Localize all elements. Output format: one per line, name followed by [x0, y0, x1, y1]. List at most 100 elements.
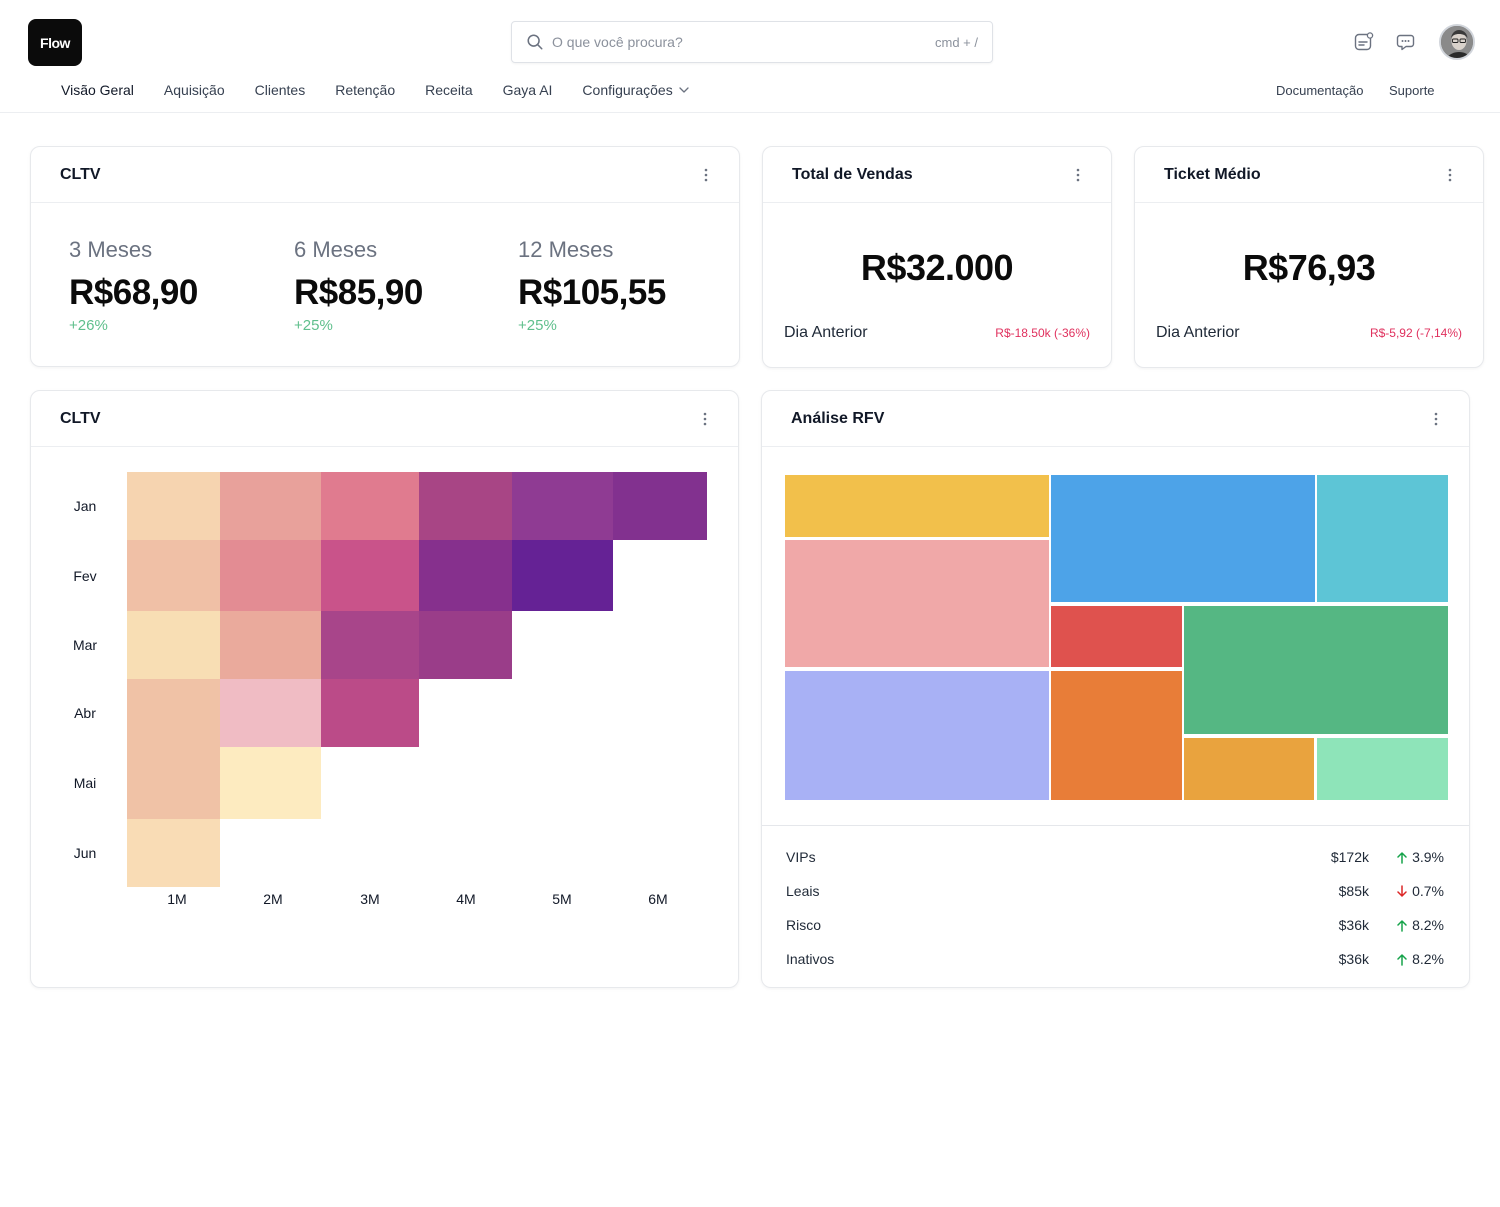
treemap-segment[interactable] — [1317, 738, 1448, 800]
search-shortcut-hint: cmd + / — [935, 34, 978, 50]
user-photo-icon — [1441, 26, 1473, 58]
rfv-segment-row[interactable]: Inativos $36k 8.2% — [786, 951, 1444, 971]
nav-tab-gaya-ai[interactable]: Gaya AI — [502, 82, 553, 98]
heatmap-cell-jan-3m[interactable] — [321, 472, 419, 540]
previous-day-label: Dia Anterior — [784, 324, 868, 341]
heatmap-column-label: 6M — [648, 891, 668, 907]
heatmap-cell-mar-3m[interactable] — [321, 611, 419, 679]
cltv-12-months: 12 Meses R$105,55 +25% — [518, 237, 666, 334]
rfv-segment-name: Risco — [786, 917, 822, 933]
cltv-period-label: 12 Meses — [518, 237, 614, 262]
arrow-down-icon — [1397, 884, 1407, 897]
more-options-icon[interactable] — [703, 167, 709, 183]
heatmap-cell-jan-1m[interactable] — [127, 472, 220, 540]
rfv-segment-row[interactable]: Leais $85k 0.7% — [786, 883, 1444, 903]
rfv-analysis-card: Análise RFV VIPs $172k 3.9% Leais $85k 0.7% Ri… — [761, 390, 1470, 988]
cltv-period-label: 6 Meses — [294, 237, 378, 262]
more-options-icon[interactable] — [702, 411, 708, 427]
cltv-delta: +25% — [518, 317, 557, 334]
support-link[interactable]: Suporte — [1389, 83, 1435, 98]
documentation-link[interactable]: Documentação — [1276, 83, 1364, 98]
treemap-segment[interactable] — [785, 671, 1049, 800]
chat-icon[interactable] — [1395, 31, 1417, 53]
more-options-icon[interactable] — [1447, 167, 1453, 183]
heatmap-cell-fev-1m[interactable] — [127, 540, 220, 611]
heatmap-cell-mar-2m[interactable] — [220, 611, 321, 679]
total-sales-value: R$32.000 — [860, 247, 1014, 288]
treemap-segment[interactable] — [1051, 606, 1182, 667]
heatmap-cell-fev-4m[interactable] — [419, 540, 512, 611]
treemap-segment[interactable] — [1184, 738, 1314, 800]
more-options-icon[interactable] — [1433, 411, 1439, 427]
heatmap-cell-mai-1m[interactable] — [127, 747, 220, 819]
heatmap-row-label: Jun — [73, 845, 97, 861]
arrow-up-icon — [1397, 851, 1407, 864]
nav-tab-visao-geral[interactable]: Visão Geral — [61, 80, 134, 113]
cltv-period-label: 3 Meses — [69, 237, 153, 262]
nav-tab-configuracoes[interactable]: Configurações — [582, 80, 689, 113]
heatmap-cell-mai-2m[interactable] — [220, 747, 321, 819]
rfv-segment-name: VIPs — [786, 849, 816, 865]
heatmap-cell-abr-2m[interactable] — [220, 679, 321, 747]
search-input[interactable] — [552, 34, 935, 50]
rfv-segment-change: 0.7% — [1396, 883, 1444, 899]
nav-tab-aquisicao[interactable]: Aquisição — [163, 82, 225, 98]
nav-tab-clientes[interactable]: Clientes — [254, 82, 306, 98]
cltv-value: R$85,90 — [294, 273, 423, 312]
average-ticket-card: Ticket Médio R$76,93 Dia Anterior R$-5,9… — [1134, 146, 1484, 368]
treemap-segment[interactable] — [1184, 606, 1448, 734]
cltv-value: R$68,90 — [69, 273, 198, 312]
heatmap-cell-fev-3m[interactable] — [321, 540, 419, 611]
heatmap-cell-mar-1m[interactable] — [127, 611, 220, 679]
treemap-segment[interactable] — [1051, 475, 1315, 602]
card-title: CLTV — [60, 409, 101, 427]
rfv-segment-change: 3.9% — [1396, 849, 1444, 865]
rfv-segment-name: Leais — [786, 883, 820, 899]
heatmap-cell-abr-3m[interactable] — [321, 679, 419, 747]
treemap-segment[interactable] — [1317, 475, 1448, 602]
heatmap-column-label: 4M — [456, 891, 476, 907]
nav-tab-retencao[interactable]: Retenção — [335, 82, 396, 98]
rfv-change-percent: 8.2% — [1412, 951, 1444, 967]
heatmap-cell-fev-2m[interactable] — [220, 540, 321, 611]
previous-day-label: Dia Anterior — [1156, 324, 1240, 341]
treemap-segment[interactable] — [1051, 671, 1182, 800]
previous-day-delta: R$-18.50k (-36%) — [995, 326, 1090, 340]
heatmap-cell-jun-1m[interactable] — [127, 819, 220, 887]
nav-divider — [0, 112, 1500, 113]
average-ticket-value: R$76,93 — [1242, 247, 1376, 288]
heatmap-row-label: Abr — [74, 705, 96, 721]
heatmap-cell-abr-1m[interactable] — [127, 679, 220, 747]
heatmap-cell-jan-6m[interactable] — [613, 472, 707, 540]
heatmap-cell-jan-5m[interactable] — [512, 472, 613, 540]
heatmap-column-label: 3M — [360, 891, 380, 907]
heatmap-cell-fev-5m[interactable] — [512, 540, 613, 611]
heatmap-column-label: 5M — [552, 891, 572, 907]
nav-tab-receita[interactable]: Receita — [425, 82, 473, 98]
rfv-change-percent: 3.9% — [1412, 849, 1444, 865]
heatmap-column-label: 2M — [263, 891, 283, 907]
more-options-icon[interactable] — [1075, 167, 1081, 183]
flow-logo[interactable]: Flow — [28, 19, 82, 66]
user-avatar[interactable] — [1439, 24, 1475, 60]
notifications-icon[interactable] — [1353, 31, 1375, 53]
cltv-cohort-card: CLTV Jan Fev Mar Abr Mai Jun 1M 2M 3M 4M 5M 6M — [30, 390, 739, 988]
heatmap-cell-jan-2m[interactable] — [220, 472, 321, 540]
rfv-segment-value: $36k — [1338, 917, 1369, 933]
treemap-segment[interactable] — [785, 475, 1049, 537]
heatmap-column-label: 1M — [167, 891, 187, 907]
total-sales-card: Total de Vendas R$32.000 Dia Anterior R$… — [762, 146, 1112, 368]
rfv-segment-row[interactable]: VIPs $172k 3.9% — [786, 849, 1444, 869]
rfv-segment-row[interactable]: Risco $36k 8.2% — [786, 917, 1444, 937]
heatmap-row-label: Mai — [73, 775, 97, 791]
heatmap-row-label: Jan — [73, 498, 97, 514]
cltv-3-months: 3 Meses R$68,90 +26% — [69, 237, 198, 334]
cltv-value: R$105,55 — [518, 273, 666, 312]
chevron-down-icon — [679, 87, 689, 93]
heatmap-cell-mar-4m[interactable] — [419, 611, 512, 679]
treemap-segment[interactable] — [785, 540, 1049, 667]
rfv-segment-change: 8.2% — [1396, 917, 1444, 933]
heatmap-cell-jan-4m[interactable] — [419, 472, 512, 540]
rfv-segment-value: $172k — [1330, 849, 1369, 865]
search-bar[interactable]: cmd + / — [511, 21, 993, 63]
